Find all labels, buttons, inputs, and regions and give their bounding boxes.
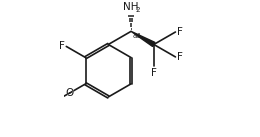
Text: O: O (65, 88, 73, 98)
Text: F: F (177, 52, 183, 62)
Text: NH: NH (123, 2, 138, 12)
Text: F: F (151, 68, 157, 78)
Text: &1: &1 (132, 33, 142, 39)
Text: F: F (59, 41, 65, 51)
Polygon shape (131, 31, 155, 46)
Text: 2: 2 (135, 7, 140, 13)
Text: F: F (177, 27, 183, 37)
Text: O: O (65, 88, 73, 98)
